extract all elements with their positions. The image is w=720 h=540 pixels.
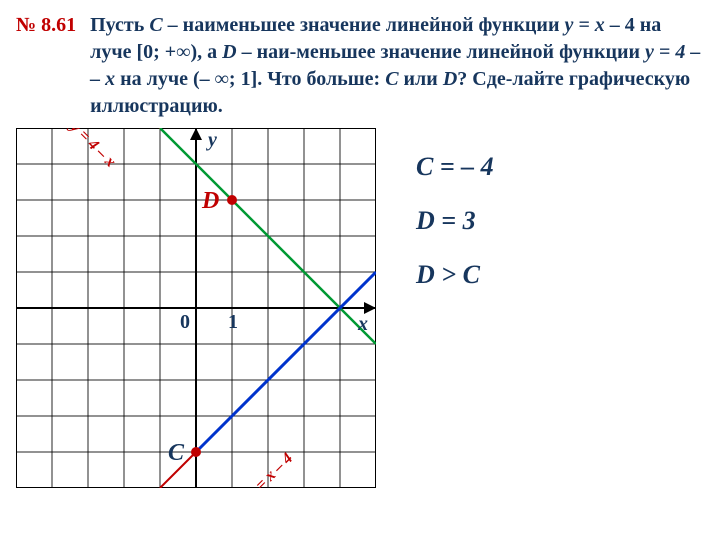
main-content: DCyx01y = 4 – xy = x – 4 C = – 4 D = 3 D…	[16, 128, 704, 488]
eq2a: y = 4 –	[645, 41, 700, 63]
result-d: D = 3	[416, 206, 494, 236]
results-block: C = – 4 D = 3 D > C	[416, 128, 494, 488]
result-c: C = – 4	[416, 152, 494, 182]
graph-container: DCyx01y = 4 – xy = x – 4	[16, 128, 376, 488]
t4: на луче (– ∞; 1]. Что больше:	[115, 68, 385, 90]
svg-text:1: 1	[228, 311, 238, 333]
svg-text:D: D	[201, 188, 219, 214]
t2: – наименьшее значение линейной функции	[163, 14, 565, 36]
svg-text:0: 0	[180, 311, 190, 333]
problem-header: № 8.61 Пусть C – наименьшее значение лин…	[16, 12, 704, 120]
var-d2: D	[443, 68, 457, 90]
eq2b: – x	[90, 68, 115, 90]
var-c: C	[149, 14, 162, 36]
graph-svg: DCyx01y = 4 – xy = x – 4	[16, 128, 376, 488]
problem-number: № 8.61	[16, 12, 76, 37]
result-compare: D > C	[416, 260, 494, 290]
problem-text: Пусть C – наименьшее значение линейной ф…	[90, 12, 704, 120]
eq1a: y = x	[564, 14, 604, 36]
svg-text:x: x	[357, 313, 368, 335]
t5: или	[399, 68, 443, 90]
t3: – наи-меньшее значение линейной функции	[237, 41, 645, 63]
t1: Пусть	[90, 14, 149, 36]
var-c2: C	[385, 68, 398, 90]
svg-text:C: C	[168, 440, 185, 466]
svg-text:y: y	[206, 129, 217, 151]
var-d: D	[222, 41, 236, 63]
